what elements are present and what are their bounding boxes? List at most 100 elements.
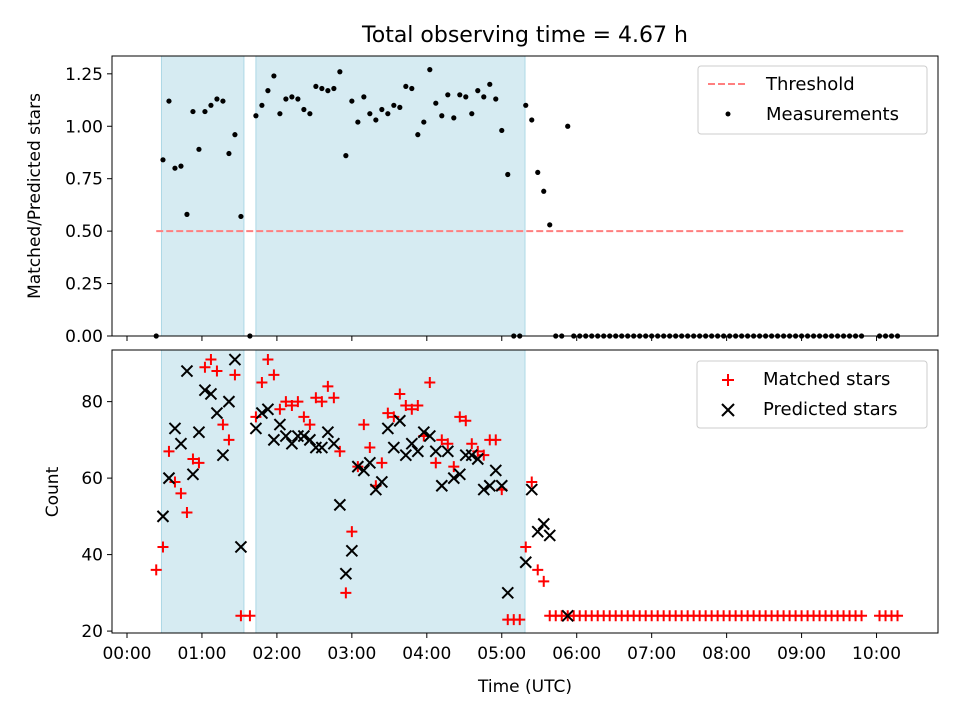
measurement-point [379,106,385,113]
x-tick-label: 04:00 [402,644,451,664]
predicted-star-point [537,517,550,531]
matched-star-point [442,438,454,450]
legend-box [696,360,928,429]
matched-star-point [163,445,175,457]
predicted-star-point [261,403,275,416]
predicted-star-point [198,383,212,397]
measurement-point [202,108,208,115]
star-count-points [150,353,904,626]
matched-star-point [400,399,412,411]
predicted-star-point [405,437,419,450]
matched-star-point [376,457,388,469]
legend-threshold-label: Threshold [765,74,855,95]
predicted-star-point [297,429,311,443]
measurement-point [343,153,349,159]
observing-interval [160,55,245,337]
predicted-star-point [267,433,281,447]
matched-star-point [274,403,286,415]
measurement-point [541,188,547,194]
matched-star-point [394,388,406,400]
matched-star-point [262,354,274,366]
predicted-star-point [525,483,538,496]
measurement-point [325,88,331,94]
measurement-point [214,96,220,102]
predicted-star-point [255,406,269,420]
measurement-point [469,111,475,117]
measurement-point [391,102,397,108]
measurement-point [523,102,529,108]
predicted-star-point [447,471,461,485]
matched-star-point [514,614,526,626]
predicted-star-point [417,426,431,439]
matched-star-point [169,476,181,488]
top-plot-frame [111,55,939,337]
measurement-point [226,150,232,157]
predicted-star-point [204,387,218,401]
matched-star-point [211,365,223,377]
predicted-star-point [495,479,508,492]
measurement-point [457,92,463,98]
predicted-star-point [345,544,359,557]
predicted-star-point [192,426,206,439]
observing-intervals [160,55,526,337]
measurement-legend-swatch [725,111,731,117]
predicted-star-point [363,456,377,470]
measurement-point [439,113,445,119]
bottom-y-label: Count [43,466,63,517]
measurement-point [178,163,184,169]
predicted-star-point [393,414,407,427]
predicted-star-point [369,483,383,496]
matched-star-point [340,587,352,599]
observing-intervals [160,349,526,634]
matched-star-point [150,564,162,576]
x-tick-label: 00:00 [102,644,151,664]
matched-star-point [310,392,322,404]
measurement-point [172,165,178,171]
x-tick-label: 07:00 [627,644,676,664]
predicted-star-point [174,437,188,450]
y-tick-label: 0.75 [65,170,103,190]
matched-star-point [892,610,904,622]
predicted-star-point [162,471,176,485]
matched-star-point [346,526,358,538]
matched-star-point [466,438,478,450]
matched-star-point [175,487,187,499]
matched-star-point [430,457,442,469]
measurement-point [196,146,202,152]
measurement-point [337,69,343,75]
matched-star-point [454,411,466,423]
predicted-star-point [399,448,413,462]
predicted-star-point [381,422,395,435]
matched-star-point [334,445,346,457]
matched-star-point [490,434,502,446]
matched-star-point [256,377,268,389]
predicted-star-point [303,433,317,447]
predicted-star-point [471,452,484,466]
matched-star-point [298,411,310,423]
matched-star-point [520,541,532,553]
matched-star-point [187,453,199,465]
measurement-point [289,94,295,100]
predicted-star-point [483,479,496,492]
y-tick-label: 60 [81,469,103,489]
measurement-point [493,96,499,102]
matched-star-point [268,369,280,381]
predicted-star-point [273,418,287,431]
matched-star-point [460,415,472,427]
predicted-star-point [465,448,478,462]
measurement-point [433,100,439,106]
x-tick-label: 10:00 [852,644,901,664]
matched-star-point [526,476,538,488]
predicted-star-point [453,468,466,481]
measurement-point [259,102,265,108]
y-tick-label: 1.00 [65,117,103,137]
predicted-star-point [357,464,371,477]
measurement-point [415,132,421,138]
measurement-point [361,94,367,100]
measurement-point [505,171,511,178]
matched-star-point [193,457,205,469]
bottom-plot-frame [111,349,939,634]
measurement-point [253,113,259,119]
top-y-label: Matched/Predicted stars [25,93,45,299]
predicted-star-point [210,406,224,420]
